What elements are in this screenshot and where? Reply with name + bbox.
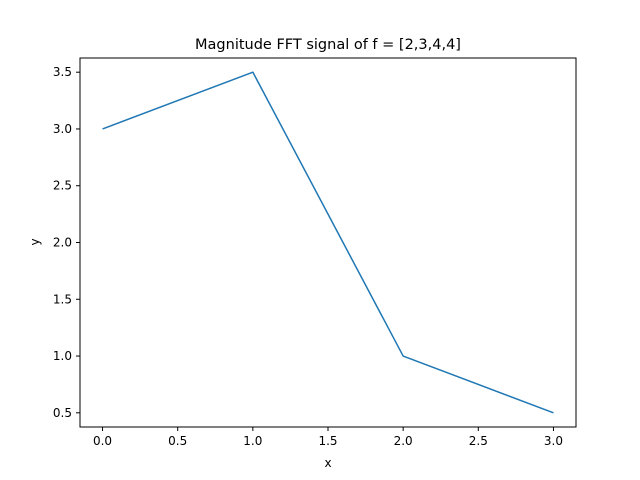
x-tick-label: 0.5 — [168, 434, 187, 448]
plot-area — [79, 57, 577, 428]
x-axis: 0.0 0.5 1.0 1.5 2.0 2.5 3.0 — [93, 427, 563, 448]
series-line — [102, 71, 554, 414]
axes-frame — [79, 57, 577, 428]
y-tick-label: 2.5 — [53, 179, 72, 193]
y-tick-label: 2.0 — [53, 236, 72, 250]
x-tick-label: 1.5 — [318, 434, 337, 448]
chart-title: Magnitude FFT signal of f = [2,3,4,4] — [195, 37, 461, 53]
y-tick-label: 3.0 — [53, 122, 72, 136]
x-tick-label: 1.0 — [243, 434, 262, 448]
y-tick-label: 1.5 — [53, 292, 72, 306]
y-axis-label: y — [28, 238, 42, 245]
x-tick-label: 0.0 — [93, 434, 112, 448]
y-tick-label: 3.5 — [53, 65, 72, 79]
x-tick-label: 2.5 — [469, 434, 488, 448]
x-axis-label: x — [324, 456, 331, 470]
y-axis: 0.5 1.0 1.5 2.0 2.5 3.0 3.5 — [53, 65, 80, 420]
y-tick-label: 0.5 — [53, 406, 72, 420]
x-tick-label: 2.0 — [394, 434, 413, 448]
series-layer — [102, 71, 554, 414]
y-tick-label: 1.0 — [53, 349, 72, 363]
x-tick-label: 3.0 — [544, 434, 563, 448]
